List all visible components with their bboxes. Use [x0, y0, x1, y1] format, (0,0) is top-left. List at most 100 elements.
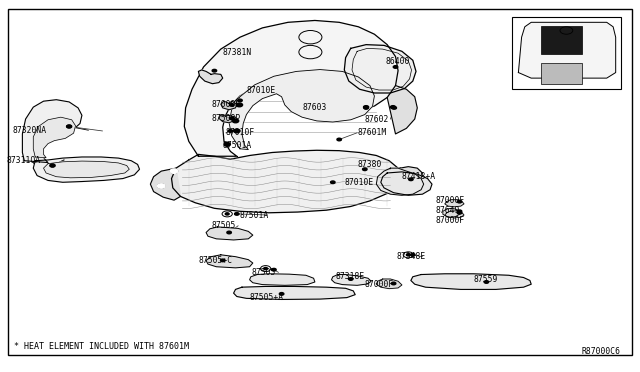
Text: 87348E: 87348E — [397, 252, 426, 261]
Circle shape — [230, 117, 234, 119]
Circle shape — [157, 184, 165, 188]
Polygon shape — [33, 117, 76, 158]
Circle shape — [264, 267, 268, 270]
Circle shape — [409, 178, 413, 180]
Polygon shape — [184, 20, 398, 156]
Circle shape — [170, 169, 178, 173]
Polygon shape — [221, 101, 237, 110]
Polygon shape — [219, 115, 236, 123]
Text: 87311QA: 87311QA — [6, 155, 40, 164]
Text: 87505+A: 87505+A — [250, 293, 284, 302]
Circle shape — [484, 280, 489, 283]
Circle shape — [392, 106, 397, 109]
Circle shape — [280, 292, 284, 295]
Circle shape — [411, 254, 415, 256]
Polygon shape — [411, 274, 531, 289]
Polygon shape — [376, 168, 424, 195]
Circle shape — [225, 213, 229, 215]
Polygon shape — [390, 167, 422, 187]
Text: 87649: 87649 — [435, 206, 460, 215]
Circle shape — [224, 142, 230, 146]
Text: 87505: 87505 — [252, 268, 276, 277]
Text: 87505+C: 87505+C — [198, 256, 232, 265]
Polygon shape — [443, 208, 460, 217]
Circle shape — [225, 143, 230, 145]
Text: 87418+A: 87418+A — [402, 172, 436, 181]
Polygon shape — [172, 150, 402, 213]
Text: 87000F: 87000F — [365, 280, 394, 289]
Circle shape — [362, 168, 367, 170]
Polygon shape — [445, 211, 464, 218]
Polygon shape — [198, 70, 223, 84]
Polygon shape — [234, 286, 355, 299]
Circle shape — [406, 254, 410, 256]
Circle shape — [364, 106, 369, 109]
Text: 87380: 87380 — [357, 160, 381, 169]
Polygon shape — [445, 200, 464, 207]
Circle shape — [238, 99, 243, 102]
Text: 87000F: 87000F — [435, 196, 465, 205]
Polygon shape — [229, 70, 374, 150]
Text: 87010E: 87010E — [246, 86, 276, 94]
Circle shape — [228, 129, 233, 132]
Text: 87505: 87505 — [211, 221, 236, 230]
Polygon shape — [33, 157, 140, 182]
Text: 87010E: 87010E — [344, 178, 374, 187]
Polygon shape — [381, 172, 432, 195]
Polygon shape — [206, 227, 253, 240]
Circle shape — [390, 106, 396, 109]
Polygon shape — [206, 255, 253, 268]
Circle shape — [212, 69, 216, 72]
Text: 87602: 87602 — [365, 115, 389, 124]
Text: 87501A: 87501A — [223, 141, 252, 150]
Circle shape — [232, 119, 239, 123]
Polygon shape — [44, 161, 129, 178]
Text: 87320NA: 87320NA — [13, 126, 47, 135]
Circle shape — [50, 164, 55, 167]
Circle shape — [330, 181, 335, 183]
Text: 87318E: 87318E — [336, 272, 365, 280]
Polygon shape — [387, 86, 417, 134]
Bar — [541, 63, 582, 84]
Text: 87508P: 87508P — [211, 114, 241, 123]
Text: * HEAT ELEMENT INCLUDED WITH 87601M: * HEAT ELEMENT INCLUDED WITH 87601M — [14, 342, 189, 351]
Text: 87601M: 87601M — [357, 128, 387, 137]
Text: 87000F: 87000F — [211, 100, 241, 109]
Circle shape — [236, 103, 243, 107]
Circle shape — [170, 169, 178, 173]
Text: 87603: 87603 — [302, 103, 326, 112]
Circle shape — [220, 259, 225, 262]
Text: 87559: 87559 — [474, 275, 498, 283]
Polygon shape — [518, 22, 616, 78]
Circle shape — [157, 184, 165, 188]
Text: 87381N: 87381N — [223, 48, 252, 57]
Circle shape — [393, 65, 398, 68]
Circle shape — [272, 268, 276, 271]
Polygon shape — [344, 45, 416, 93]
Polygon shape — [150, 168, 180, 200]
Circle shape — [457, 210, 462, 212]
Circle shape — [364, 106, 369, 109]
Text: 87000F: 87000F — [435, 216, 465, 225]
Circle shape — [67, 125, 72, 128]
Circle shape — [457, 200, 462, 203]
Circle shape — [234, 129, 240, 133]
Circle shape — [392, 282, 396, 285]
Text: R87000C6: R87000C6 — [582, 347, 621, 356]
Text: 86400: 86400 — [386, 57, 410, 66]
Bar — [541, 26, 582, 54]
Circle shape — [67, 125, 72, 128]
Circle shape — [234, 213, 239, 215]
Polygon shape — [332, 275, 371, 285]
Polygon shape — [22, 100, 82, 163]
Bar — [512, 17, 621, 89]
Circle shape — [227, 231, 232, 234]
Polygon shape — [376, 279, 402, 289]
Circle shape — [51, 164, 55, 167]
Circle shape — [457, 211, 462, 214]
Text: 87501A: 87501A — [239, 211, 269, 219]
Circle shape — [349, 278, 353, 280]
Circle shape — [230, 103, 234, 106]
Text: 87010F: 87010F — [226, 128, 255, 137]
Polygon shape — [250, 274, 315, 285]
